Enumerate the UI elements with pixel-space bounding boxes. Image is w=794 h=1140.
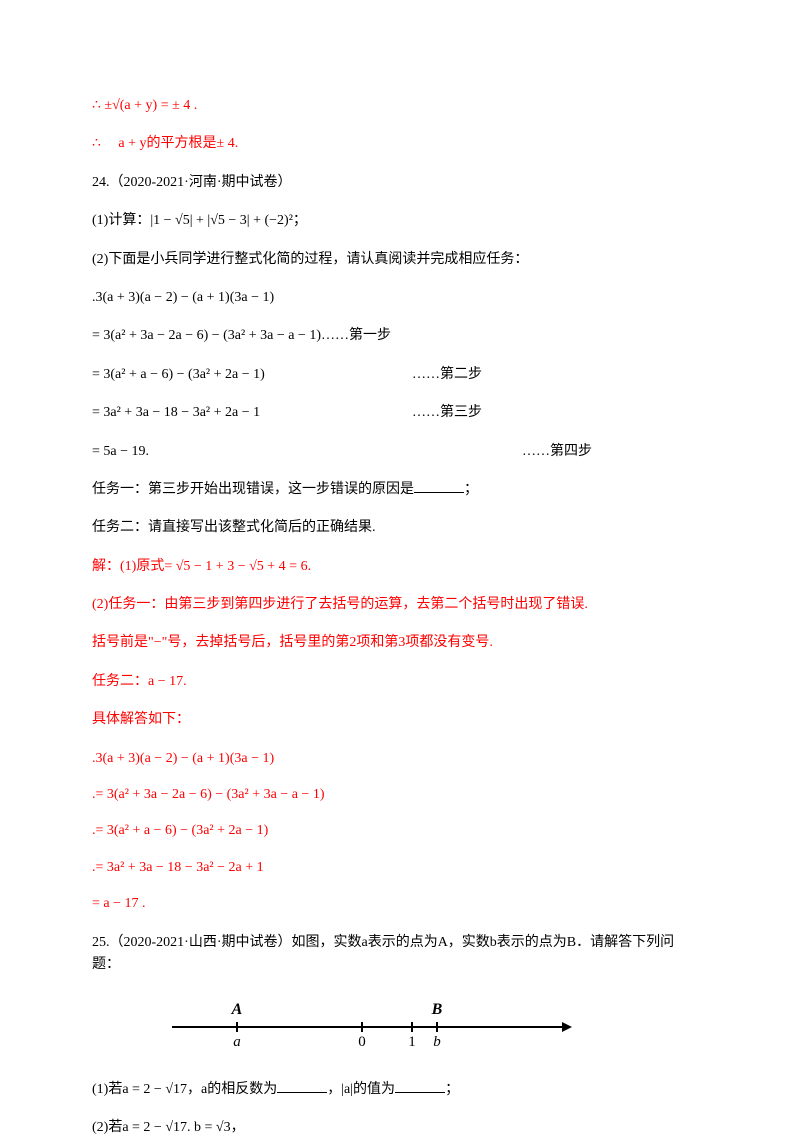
blank-fill: [277, 1079, 327, 1093]
q24-sol-s4: .= 3a² + 3a − 18 − 3a² − 2a + 1: [92, 857, 702, 879]
nl-label-0: 0: [358, 1034, 366, 1050]
nl-label-A: A: [231, 1001, 243, 1018]
q24-task1-suffix: ；: [464, 482, 478, 497]
q24-step3-row: = 3a² + 3a − 18 − 3a² + 2a − 1 ……第三步: [92, 402, 702, 424]
blank-fill: [395, 1079, 445, 1093]
q24-step4-formula: = 5a − 19.: [92, 441, 372, 463]
intro-line-1: ∴ ±√(a + y) = ± 4 .: [92, 95, 702, 117]
q24-sol-s3: .= 3(a² + a − 6) − (3a² + 2a − 1): [92, 820, 702, 842]
q24-sol-s1: .3(a + 3)(a − 2) − (a + 1)(3a − 1): [92, 748, 702, 770]
q24-part2-intro: (2)下面是小兵同学进行整式化简的过程，请认真阅读并完成相应任务：: [92, 249, 702, 271]
q24-sol-s5: = a − 17 .: [92, 893, 702, 915]
q25-part1: (1)若a = 2 − √17，a的相反数为 ，|a|的值为 ；: [92, 1079, 702, 1101]
q24-task2: 任务二：请直接写出该整式化简后的正确结果.: [92, 517, 702, 539]
blank-fill: [414, 479, 464, 493]
q25-part1-mid: ，|a|的值为: [327, 1082, 395, 1097]
nl-label-b: b: [433, 1034, 441, 1050]
q24-step2-label: ……第二步: [412, 364, 482, 386]
q25-part1-prefix: (1)若a = 2 − √17，a的相反数为: [92, 1082, 277, 1097]
q24-sol-detail-header: 具体解答如下：: [92, 709, 702, 731]
q24-task1-prefix: 任务一：第三步开始出现错误，这一步错误的原因是: [92, 482, 414, 497]
nl-label-B: B: [431, 1001, 443, 1018]
q24-header: 24.（2020-2021·河南·期中试卷）: [92, 172, 702, 194]
nl-label-1: 1: [408, 1034, 416, 1050]
q24-sol2-task2: 任务二：a − 17.: [92, 671, 702, 693]
q25-header: 25.（2020-2021·山西·期中试卷）如图，实数a表示的点为A，实数b表示…: [92, 932, 702, 977]
q25-part1-suffix: ；: [445, 1082, 459, 1097]
q25-part2: (2)若a = 2 − √17. b = √3，: [92, 1117, 702, 1139]
intro-line-2: ∴ a + y的平方根是± 4.: [92, 133, 702, 155]
q24-part1: (1)计算：|1 − √5| + |√5 − 3| + (−2)²；: [92, 210, 702, 232]
q24-sol1: 解：(1)原式= √5 − 1 + 3 − √5 + 4 = 6.: [92, 556, 702, 578]
nl-arrow: [562, 1022, 572, 1032]
q24-step1: = 3(a² + 3a − 2a − 6) − (3a² + 3a − a − …: [92, 325, 702, 347]
nl-label-a: a: [233, 1034, 241, 1050]
q24-sol2-task1a: (2)任务一：由第三步到第四步进行了去括号的运算，去第二个括号时出现了错误.: [92, 594, 702, 616]
q24-sol-s2: .= 3(a² + 3a − 2a − 6) − (3a² + 3a − a −…: [92, 784, 702, 806]
q24-step2-row: = 3(a² + a − 6) − (3a² + 2a − 1) ……第二步: [92, 364, 702, 386]
q24-sol2-task1b: 括号前是"−"号，去掉括号后，括号里的第2项和第3项都没有变号.: [92, 632, 702, 654]
q24-step4-label: ……第四步: [522, 441, 592, 463]
q24-expr-orig: .3(a + 3)(a − 2) − (a + 1)(3a − 1): [92, 287, 702, 309]
number-line-figure: A a 0 1 B b: [162, 992, 702, 1060]
q24-step3-label: ……第三步: [412, 402, 482, 424]
q24-step3-formula: = 3a² + 3a − 18 − 3a² + 2a − 1: [92, 402, 372, 424]
number-line-svg: A a 0 1 B b: [162, 992, 582, 1052]
q24-step2-formula: = 3(a² + a − 6) − (3a² + 2a − 1): [92, 364, 372, 386]
q24-task1: 任务一：第三步开始出现错误，这一步错误的原因是 ；: [92, 479, 702, 501]
q24-step4-row: = 5a − 19. ……第四步: [92, 441, 702, 463]
